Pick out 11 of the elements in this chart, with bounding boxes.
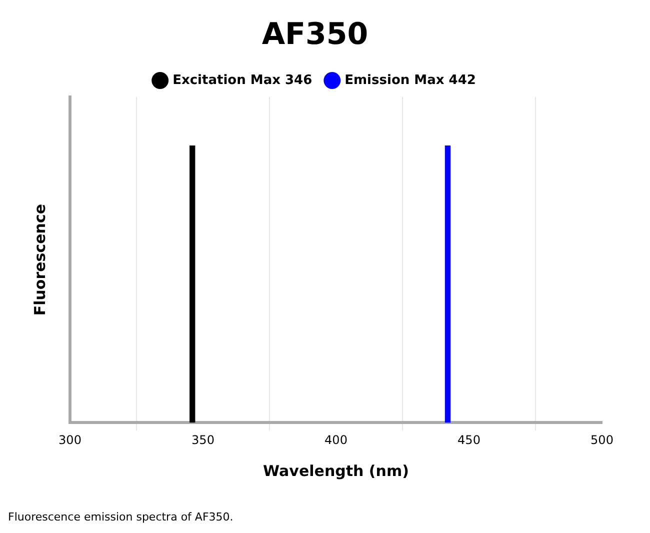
x-tick-label: 400 — [324, 432, 348, 447]
legend-label: Emission Max 442 — [344, 72, 476, 88]
chart-title: AF350 — [262, 16, 368, 52]
text: Fluorescence emission spectra of AF350. — [8, 510, 234, 524]
x-tick-label: 500 — [590, 432, 614, 447]
x-axis-title: Wavelength (nm) — [263, 462, 409, 480]
x-tick-label: 350 — [192, 432, 214, 447]
legend-label: Excitation Max 346 — [172, 72, 312, 88]
y-axis-title: Fluorescence — [30, 204, 49, 316]
x-tick-label: 450 — [458, 432, 480, 447]
x-tick-label: 300 — [58, 432, 82, 447]
